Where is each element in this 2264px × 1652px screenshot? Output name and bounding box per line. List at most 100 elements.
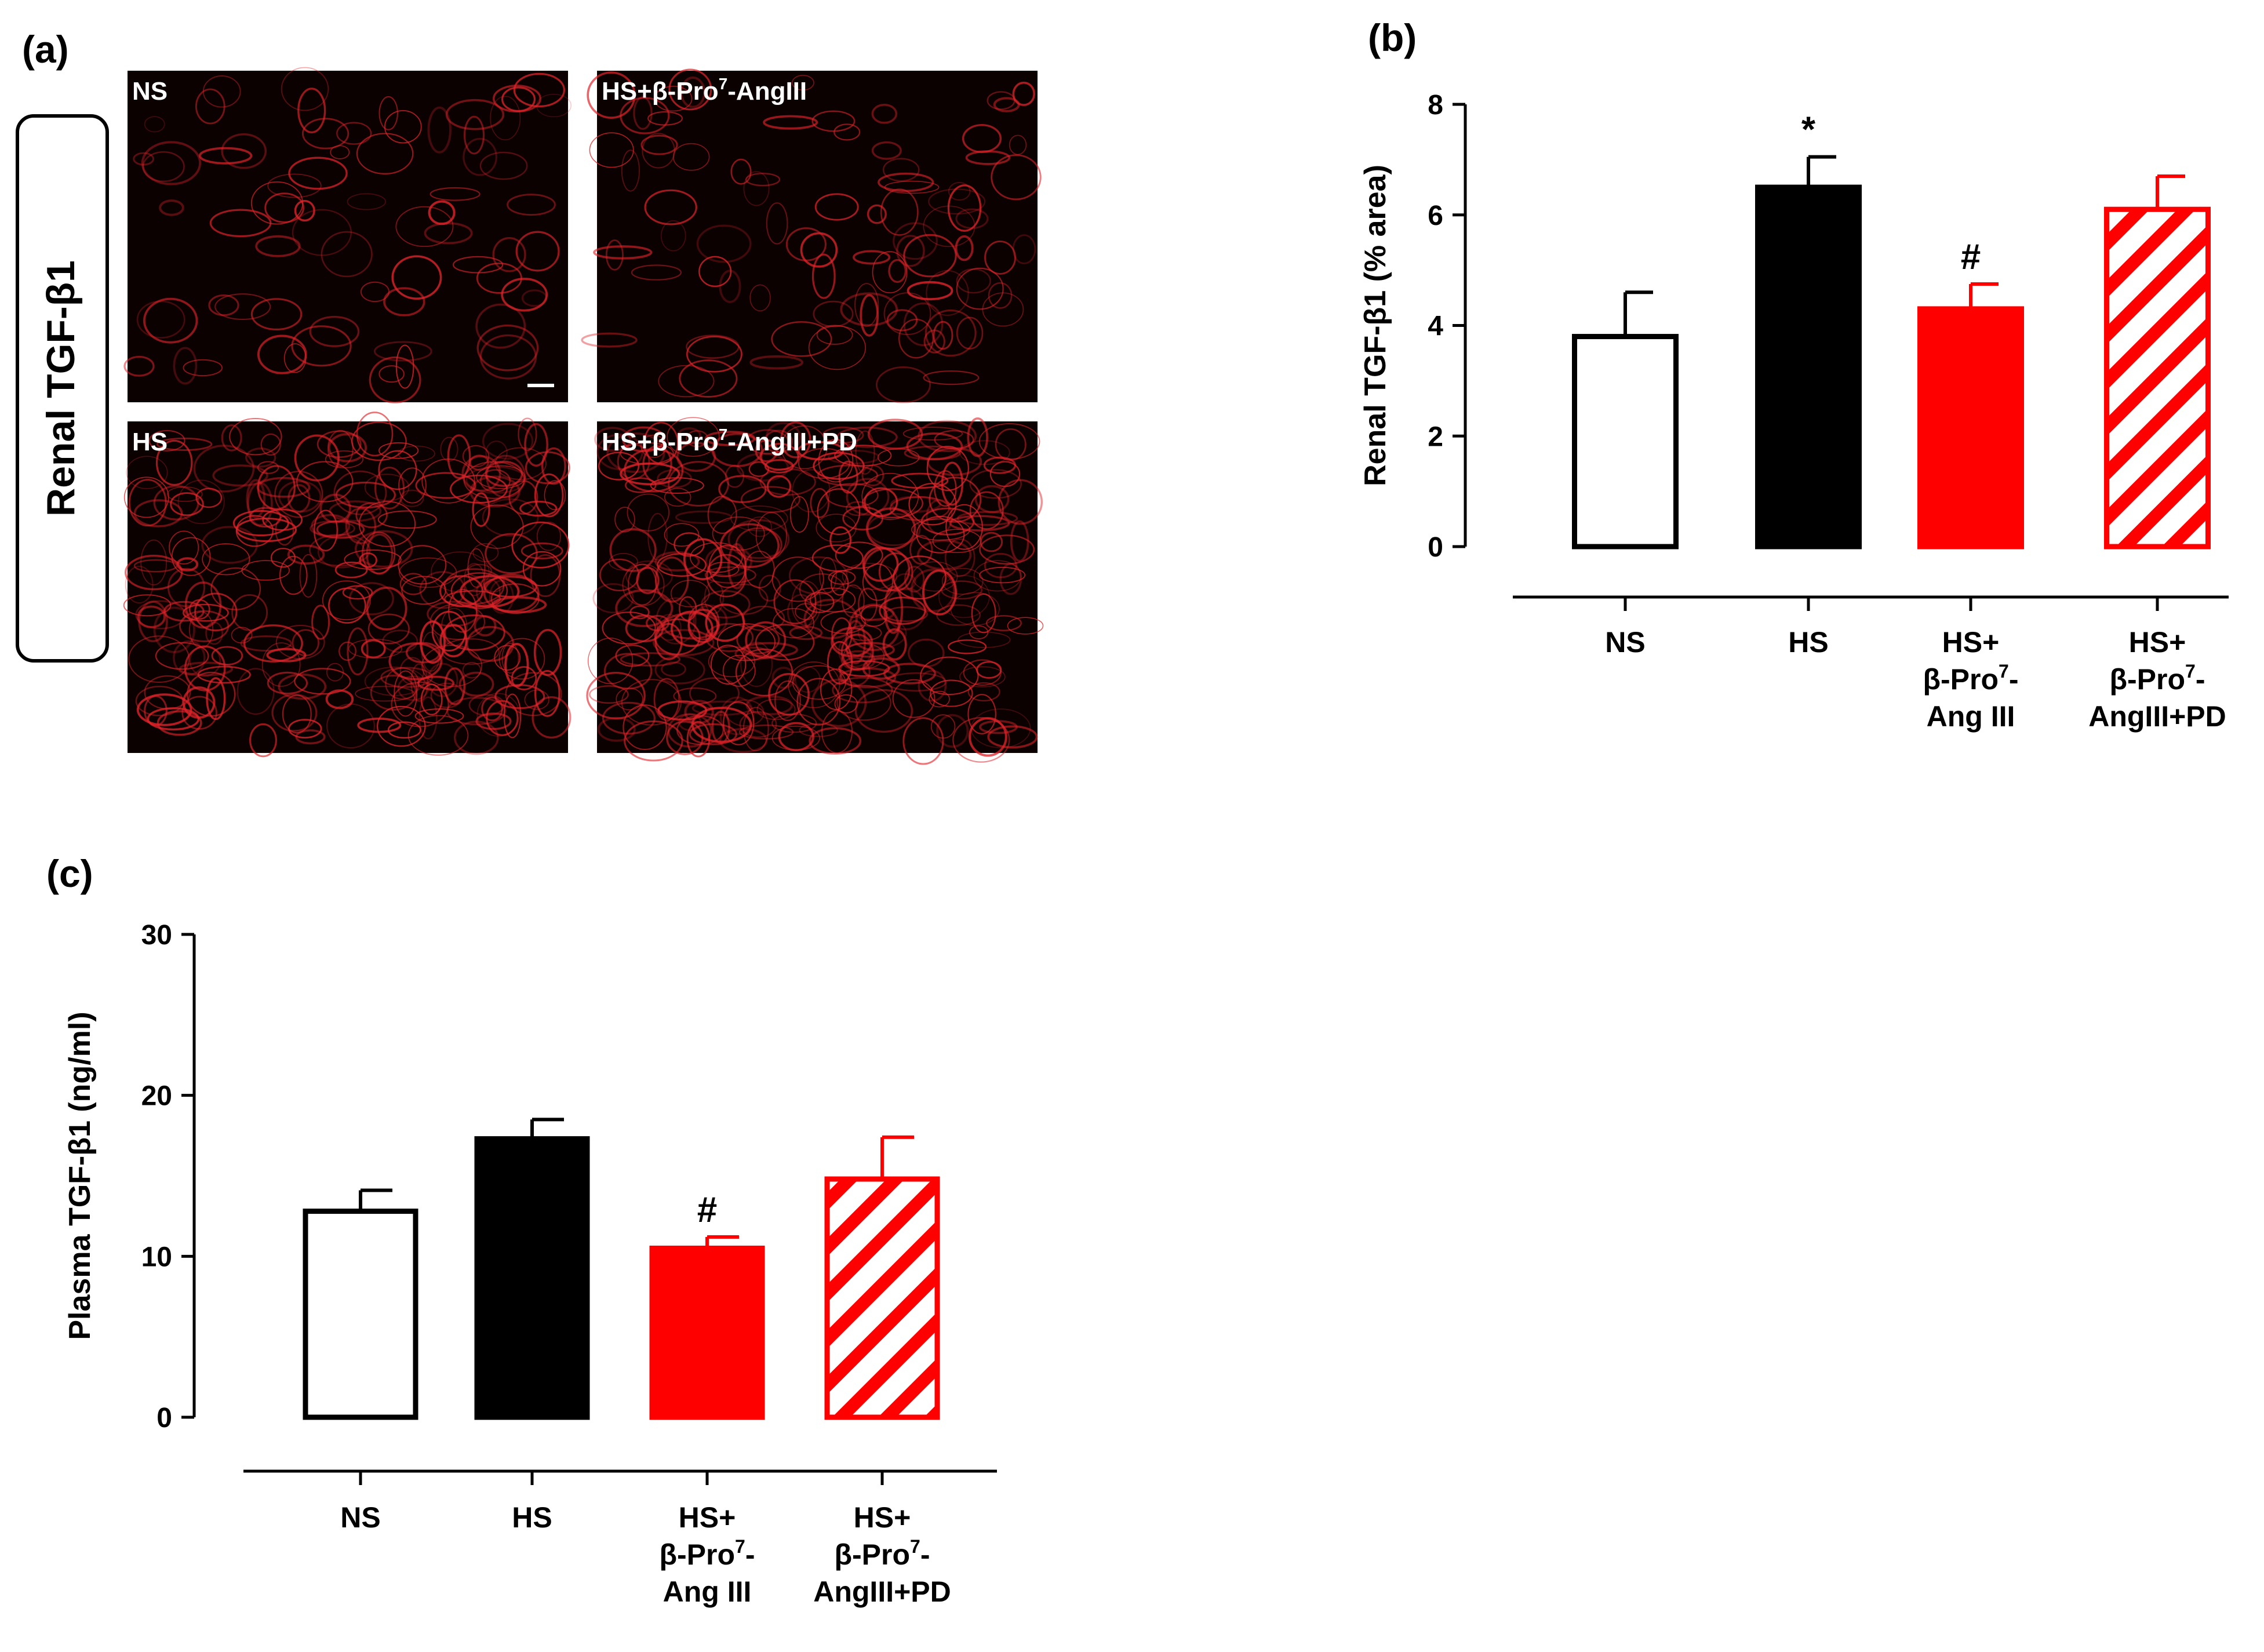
stain-cell [257, 461, 279, 474]
stain-cell [407, 715, 469, 756]
stain-cell [153, 485, 199, 521]
stain-cell [522, 551, 562, 587]
stain-cell [373, 341, 432, 362]
stain-cell [587, 638, 634, 685]
stain-cell [945, 504, 983, 550]
significance-marker: # [697, 1190, 717, 1230]
stain-cell [654, 551, 700, 572]
stain-cell [143, 297, 198, 344]
panel-b: (b) Renal TGF-β1 (% area) 0 2 4 6 8 NS * HS # HS+ β-… [1359, 16, 2229, 733]
stain-cell [948, 639, 987, 654]
stain-cell [603, 653, 653, 690]
stain-cell [625, 614, 664, 643]
stain-cell [871, 104, 898, 124]
stain-cell [291, 325, 352, 367]
stain-cell [956, 316, 984, 350]
stain-cell [930, 679, 973, 707]
stain-cell [880, 188, 919, 236]
stain-cell [383, 287, 425, 316]
stain-cell [428, 200, 456, 225]
stain-cell [294, 434, 340, 482]
bar-b-3 [2104, 206, 2211, 550]
stain-cell [967, 682, 1000, 702]
stain-cell [979, 566, 1026, 584]
stain-cell [378, 365, 405, 383]
stain-cell [621, 150, 640, 192]
stain-cell [264, 192, 304, 223]
stain-cell [485, 533, 538, 574]
panel-b-label: (b) [1368, 16, 1417, 59]
stain-cell [930, 714, 956, 739]
stain-cell [123, 355, 155, 377]
stain-cell [1009, 134, 1027, 155]
row-label-frame [16, 114, 109, 663]
stain-cell [597, 716, 636, 742]
stain-cell [391, 681, 449, 727]
micrograph-hs: HS [123, 412, 572, 758]
stain-cell [808, 325, 866, 370]
stain-cell [511, 666, 537, 690]
stain-cell [609, 528, 657, 572]
y-tick-label: 30 [141, 920, 172, 951]
stain-cell [321, 231, 373, 278]
stain-cell [959, 666, 1006, 687]
stain-cell [924, 309, 977, 357]
stain-cell [792, 469, 831, 513]
y-tick-label: 10 [141, 1242, 172, 1272]
stain-cell [294, 199, 315, 222]
stain-cell [206, 677, 226, 721]
stain-cell [138, 601, 168, 643]
stain-cell [491, 596, 547, 614]
stain-cell [882, 628, 907, 661]
stain-cell [743, 171, 770, 206]
stain-cell [855, 430, 875, 475]
stain-cell [378, 96, 398, 130]
stain-cell [788, 556, 848, 595]
stain-cell [827, 641, 853, 685]
stain-cell [467, 548, 486, 588]
stain-cell [123, 476, 169, 518]
stain-cell [128, 479, 167, 527]
stain-cell [427, 106, 452, 154]
stain-cell [684, 700, 714, 725]
bar-b-2 [1917, 306, 2024, 550]
stain-cell [736, 625, 780, 654]
stain-cell [586, 672, 646, 720]
bar-b-1 [1755, 184, 1862, 550]
stain-cell [644, 189, 697, 225]
stain-cell [956, 267, 1004, 310]
stain-cell [842, 563, 897, 590]
stain-cell [135, 685, 184, 716]
stain-cell [941, 567, 984, 595]
scale-bar [527, 384, 554, 387]
stain-cell [494, 447, 547, 480]
stain-cell [322, 580, 371, 621]
stain-cell [680, 77, 706, 108]
stain-cell [246, 479, 266, 519]
stain-cell [481, 696, 503, 722]
stain-cell [785, 227, 827, 261]
stain-cell [909, 534, 933, 565]
stain-texture [123, 412, 572, 758]
x-tick-label: HS [512, 1501, 552, 1534]
stain-cell [690, 542, 743, 573]
stain-cell [766, 202, 788, 245]
stain-cell [301, 118, 350, 150]
stain-cell [314, 510, 338, 552]
stain-cell [805, 591, 835, 613]
stain-cell [589, 132, 634, 168]
stain-cell [370, 675, 417, 711]
stain-cell [513, 72, 566, 108]
stain-cell [834, 445, 892, 467]
stain-cell [397, 675, 429, 701]
stain-cell [282, 694, 312, 734]
micrograph-grid: NS HS+β-Pro7-AngIII HS HS+β-Pro7-AngIII+PD [123, 67, 1044, 765]
stain-cell [249, 507, 282, 528]
stain-cell [366, 586, 407, 631]
stain-cell [292, 209, 352, 256]
stain-cell [871, 141, 902, 160]
stain-cell [427, 663, 458, 697]
stain-cell [260, 433, 281, 456]
stain-cell [867, 204, 887, 224]
stain-cell [262, 508, 303, 531]
